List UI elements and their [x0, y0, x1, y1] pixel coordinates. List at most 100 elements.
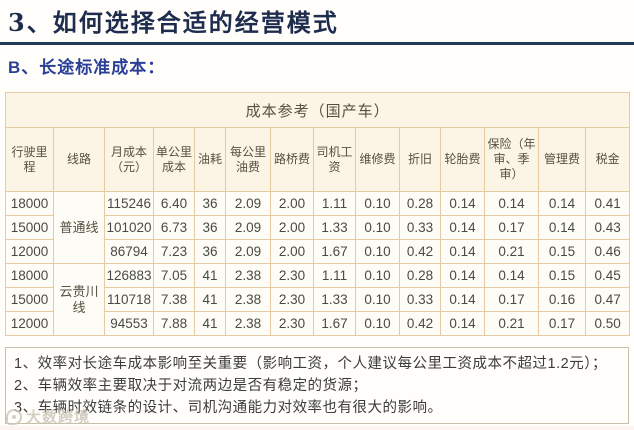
cell-tires: 0.14 — [440, 263, 485, 288]
cell-fuel-per-km: 2.09 — [225, 191, 271, 216]
col-header-mileage: 行驶里程 — [5, 127, 54, 192]
cost-reference-table: 成本参考（国产车） 行驶里程 线路 月成本（元） 单公里成本 油耗 每公里油费 … — [4, 92, 631, 336]
cell-management: 0.16 — [538, 287, 586, 312]
col-header-driver-salary: 司机工资 — [313, 127, 356, 192]
cell-depreciation: 0.33 — [399, 287, 441, 312]
cell-insurance: 0.21 — [484, 239, 539, 264]
cell-fuel-per-km: 2.38 — [225, 287, 271, 312]
cell-management: 0.14 — [538, 191, 586, 216]
cell-fuel-consumption: 36 — [194, 215, 226, 240]
cell-tax: 0.45 — [584, 263, 631, 288]
col-header-fuel-per-km: 每公里油费 — [225, 127, 271, 192]
cell-fuel-consumption: 41 — [194, 287, 226, 312]
cell-insurance: 0.21 — [484, 311, 539, 336]
section-subtitle: B、长途标准成本： — [8, 58, 166, 77]
table-row: 15000 101020 6.73 36 2.09 2.00 1.33 0.10… — [5, 215, 631, 240]
cell-driver-salary: 1.11 — [313, 191, 356, 216]
cell-fuel-consumption: 41 — [194, 263, 226, 288]
cell-tax: 0.50 — [584, 311, 631, 336]
cell-mileage: 18000 — [5, 263, 54, 288]
cell-maintenance: 0.10 — [355, 311, 400, 336]
cell-mileage: 15000 — [5, 287, 54, 312]
note-line-1: 1、效率对长途车成本影响至关重要（影响工资，个人建议每公里工资成本不超过1.2元… — [14, 356, 607, 372]
cell-mileage: 15000 — [5, 215, 54, 240]
col-header-toll: 路桥费 — [270, 127, 314, 192]
notes-box: 1、效率对长途车成本影响至关重要（影响工资，个人建议每公里工资成本不超过1.2元… — [5, 347, 629, 424]
cell-depreciation: 0.42 — [399, 311, 441, 336]
cell-line-group-yunguichuan: 云贵川线 — [53, 263, 105, 336]
cell-monthly-cost: 86794 — [104, 239, 154, 264]
col-header-management: 管理费 — [538, 127, 586, 192]
col-header-fuel-consumption: 油耗 — [194, 127, 226, 192]
cell-driver-salary: 1.67 — [313, 311, 356, 336]
cell-mileage: 12000 — [5, 311, 54, 336]
cell-insurance: 0.17 — [484, 215, 539, 240]
cell-tires: 0.14 — [440, 191, 485, 216]
table-caption-row: 成本参考（国产车） — [4, 92, 631, 128]
cell-driver-salary: 1.33 — [313, 287, 356, 312]
cell-insurance: 0.14 — [484, 191, 539, 216]
cell-depreciation: 0.28 — [399, 191, 441, 216]
cell-monthly-cost: 94553 — [104, 311, 154, 336]
cell-toll: 2.30 — [270, 311, 314, 336]
watermark-label: 大数跨境 — [26, 409, 91, 426]
cell-maintenance: 0.10 — [355, 263, 400, 288]
cell-monthly-cost: 110718 — [104, 287, 154, 312]
watermark-logo-icon — [6, 408, 22, 425]
col-header-tires: 轮胎费 — [440, 127, 485, 192]
cell-toll: 2.30 — [270, 263, 314, 288]
cell-depreciation: 0.42 — [399, 239, 441, 264]
watermark: 大数跨境 — [6, 406, 90, 427]
cell-toll: 2.00 — [270, 239, 314, 264]
cell-cost-per-km: 6.73 — [153, 215, 195, 240]
cell-tires: 0.14 — [440, 311, 485, 336]
cell-maintenance: 0.10 — [355, 191, 400, 216]
cell-fuel-per-km: 2.38 — [225, 311, 271, 336]
cell-tax: 0.46 — [584, 239, 631, 264]
cell-tax: 0.47 — [584, 287, 631, 312]
cell-driver-salary: 1.67 — [313, 239, 356, 264]
cell-fuel-per-km: 2.09 — [225, 239, 271, 264]
cell-cost-per-km: 7.05 — [153, 263, 195, 288]
cell-fuel-consumption: 36 — [194, 239, 226, 264]
col-header-monthly-cost: 月成本（元） — [104, 127, 154, 192]
cell-management: 0.14 — [538, 215, 586, 240]
cell-depreciation: 0.33 — [399, 215, 441, 240]
cell-cost-per-km: 7.38 — [153, 287, 195, 312]
col-header-insurance: 保险（年审、季审） — [484, 127, 539, 192]
cell-driver-salary: 1.33 — [313, 215, 356, 240]
cell-line-group-ordinary: 普通线 — [53, 191, 105, 264]
cell-tires: 0.14 — [440, 215, 485, 240]
cell-management: 0.17 — [538, 311, 586, 336]
cell-tax: 0.41 — [584, 191, 631, 216]
table-caption: 成本参考（国产车） — [4, 92, 631, 128]
cell-fuel-per-km: 2.38 — [225, 263, 271, 288]
cell-depreciation: 0.28 — [399, 263, 441, 288]
cell-cost-per-km: 7.88 — [153, 311, 195, 336]
col-header-line: 线路 — [53, 127, 105, 192]
cell-driver-salary: 1.11 — [313, 263, 356, 288]
title-divider — [0, 42, 634, 45]
page-title: 3、如何选择合适的经营模式 — [8, 8, 339, 37]
note-line-2: 2、车辆效率主要取决于对流两边是否有稳定的货源； — [14, 378, 368, 394]
cell-fuel-consumption: 36 — [194, 191, 226, 216]
cell-tax: 0.43 — [584, 215, 631, 240]
cell-tires: 0.14 — [440, 287, 485, 312]
col-header-tax: 税金 — [584, 127, 631, 192]
table-row: 18000 普通线 115246 6.40 36 2.09 2.00 1.11 … — [5, 191, 631, 264]
cell-fuel-per-km: 2.09 — [225, 215, 271, 240]
cell-maintenance: 0.10 — [355, 239, 400, 264]
cell-toll: 2.00 — [270, 215, 314, 240]
note-line-3: 3、车辆时效链条的设计、司机沟通能力对效率也有很大的影响。 — [14, 400, 443, 416]
table-row: 15000 110718 7.38 41 2.38 2.30 1.33 0.10… — [5, 287, 631, 312]
cell-management: 0.15 — [538, 263, 586, 288]
cell-monthly-cost: 101020 — [104, 215, 154, 240]
cell-tires: 0.14 — [440, 239, 485, 264]
cell-maintenance: 0.10 — [355, 287, 400, 312]
col-header-maintenance: 维修费 — [355, 127, 400, 192]
table-row: 12000 94553 7.88 41 2.38 2.30 1.67 0.10 … — [5, 311, 631, 336]
table-header-row: 行驶里程 线路 月成本（元） 单公里成本 油耗 每公里油费 路桥费 司机工资 维… — [5, 127, 631, 192]
cell-maintenance: 0.10 — [355, 215, 400, 240]
cell-insurance: 0.14 — [484, 263, 539, 288]
